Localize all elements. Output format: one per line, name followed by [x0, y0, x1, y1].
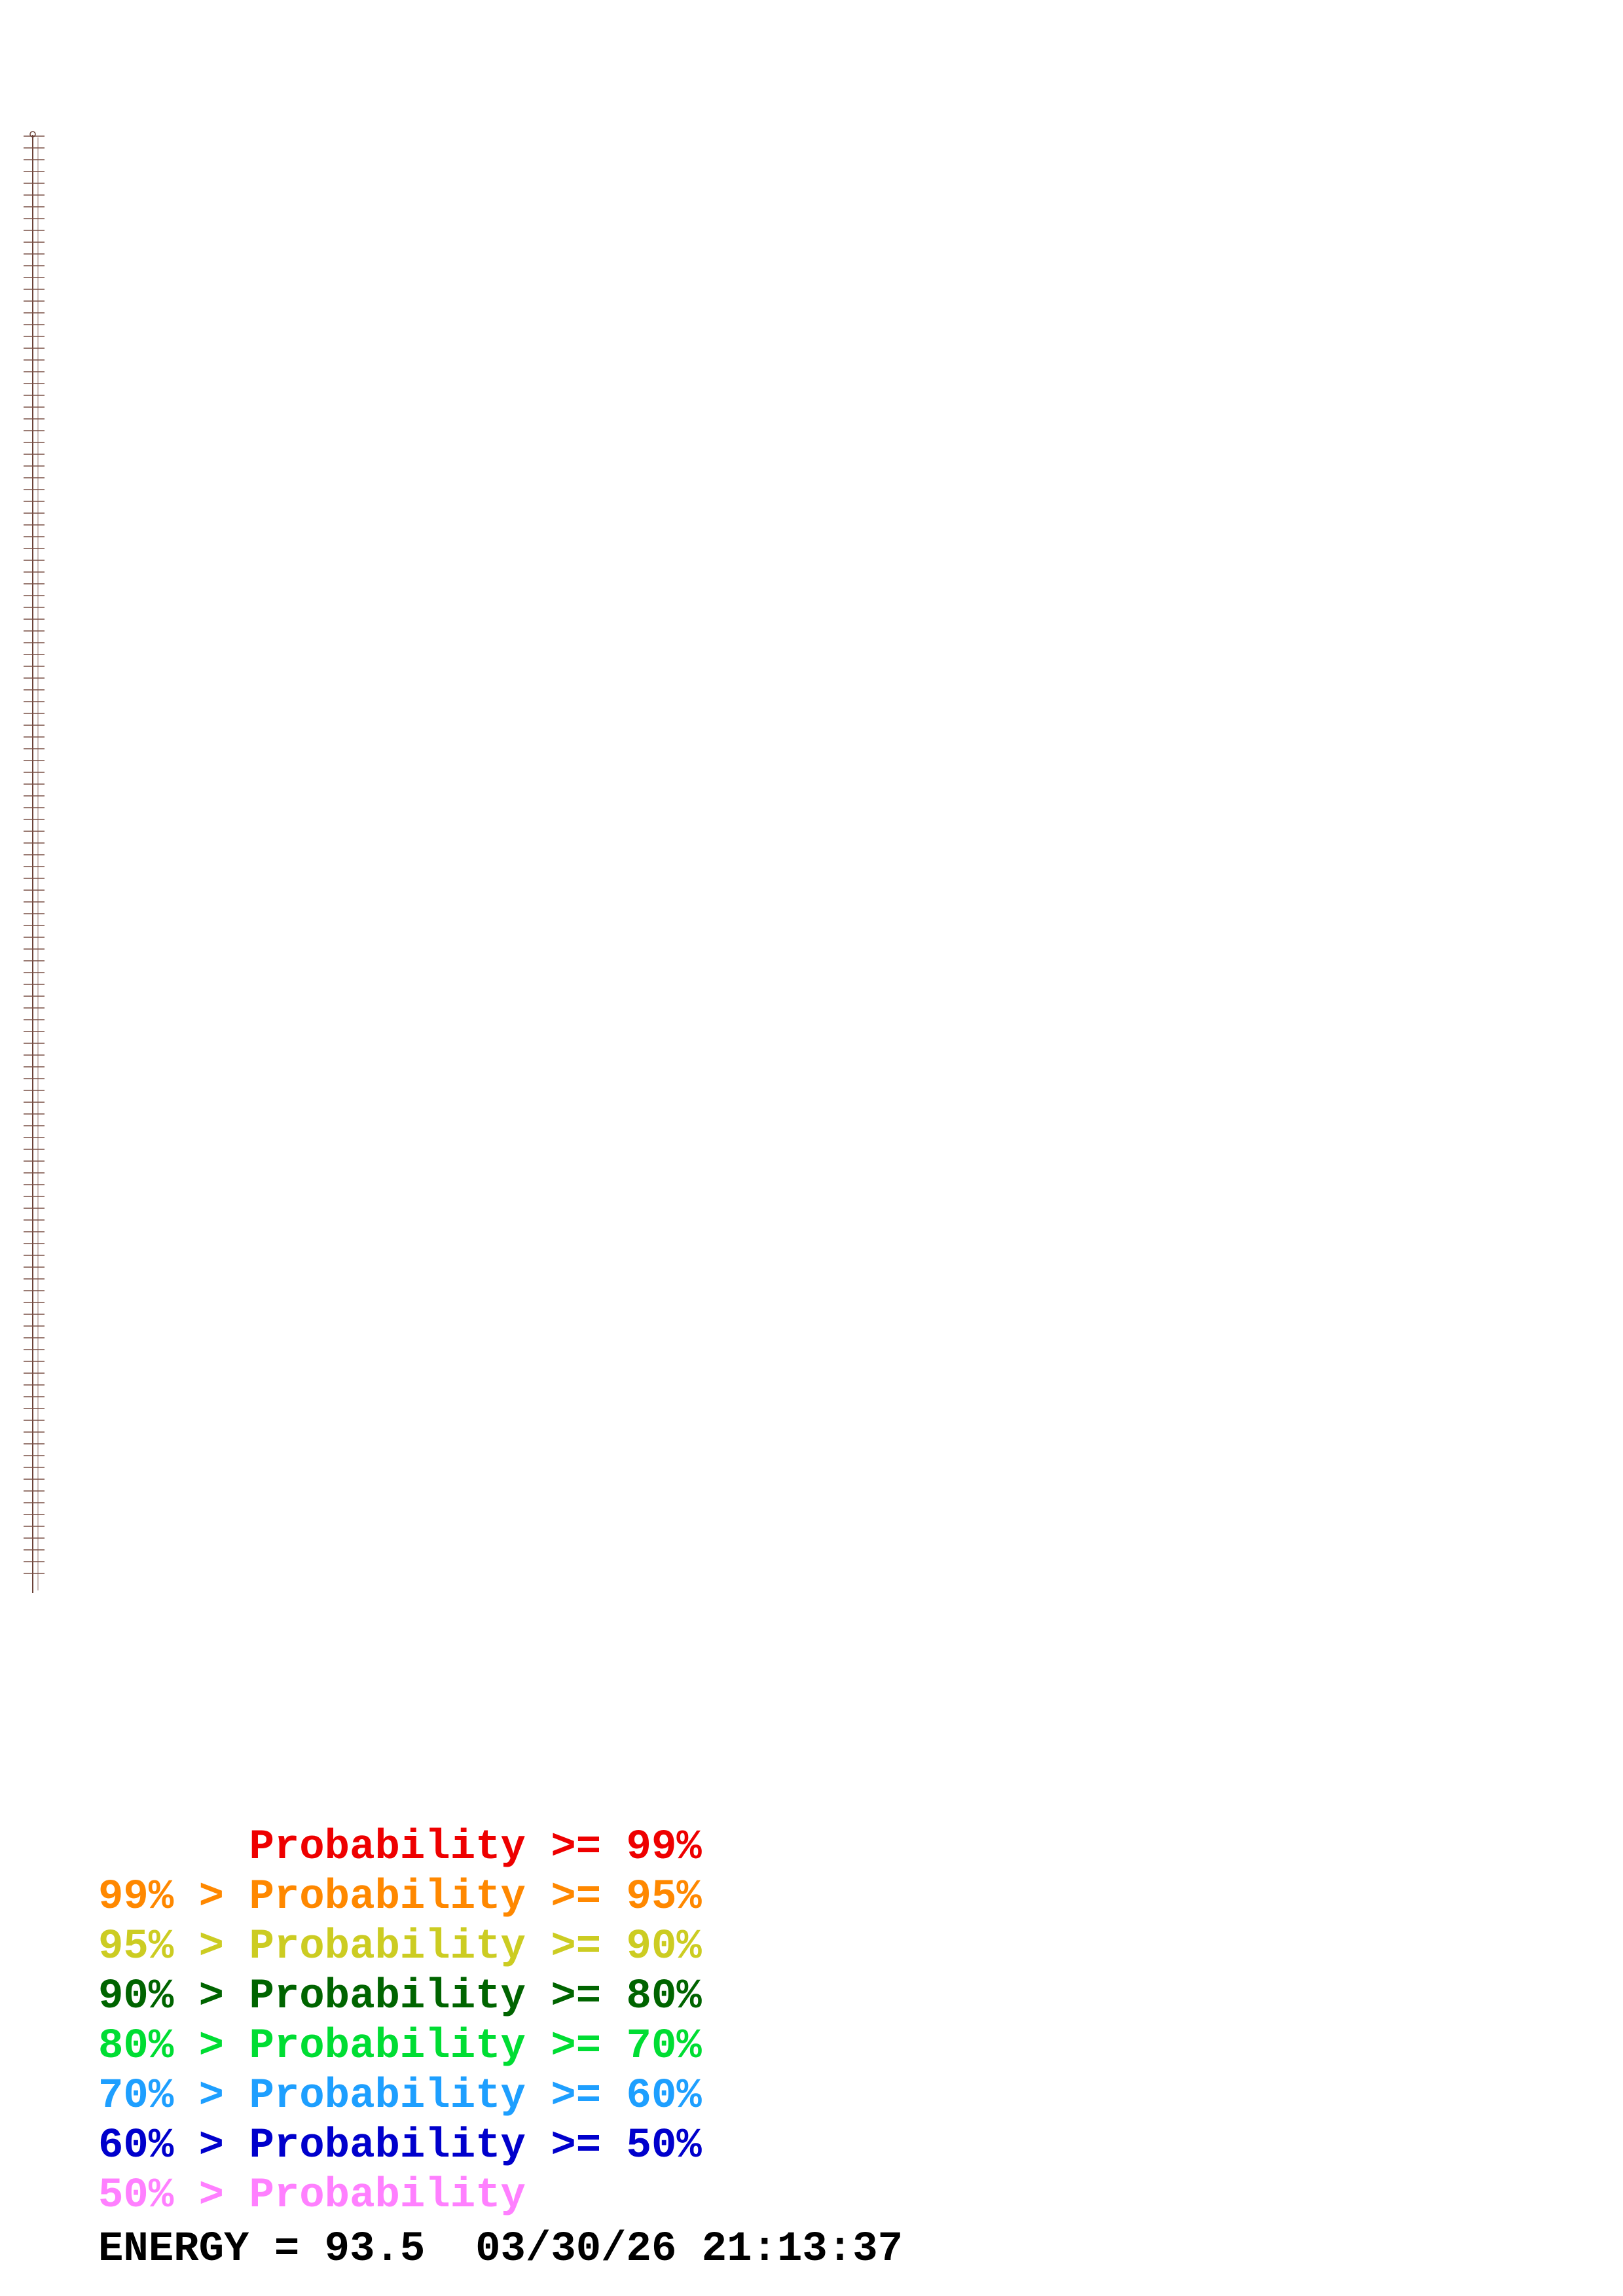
legend-line-70-80: 80% > Probability >= 70%	[98, 2023, 702, 2070]
legend-line-below-50: 50% > Probability	[98, 2172, 526, 2219]
probability-legend: Probability >= 99% 99% > Probability >= …	[98, 1823, 702, 2221]
legend-line-90-95: 95% > Probability >= 90%	[98, 1924, 702, 1971]
legend-line-60-70: 70% > Probability >= 60%	[98, 2073, 702, 2120]
legend-line-50-60: 60% > Probability >= 50%	[98, 2123, 702, 2170]
rna-structure-drawing	[24, 131, 45, 1593]
structure-end-marker	[29, 131, 36, 137]
legend-line-80-90: 90% > Probability >= 80%	[98, 1973, 702, 2020]
legend-line-99: Probability >= 99%	[98, 1824, 702, 1871]
legend-line-95-99: 99% > Probability >= 95%	[98, 1874, 702, 1921]
energy-caption: ENERGY = 93.5 03/30/26 21:13:37	[98, 2226, 903, 2273]
